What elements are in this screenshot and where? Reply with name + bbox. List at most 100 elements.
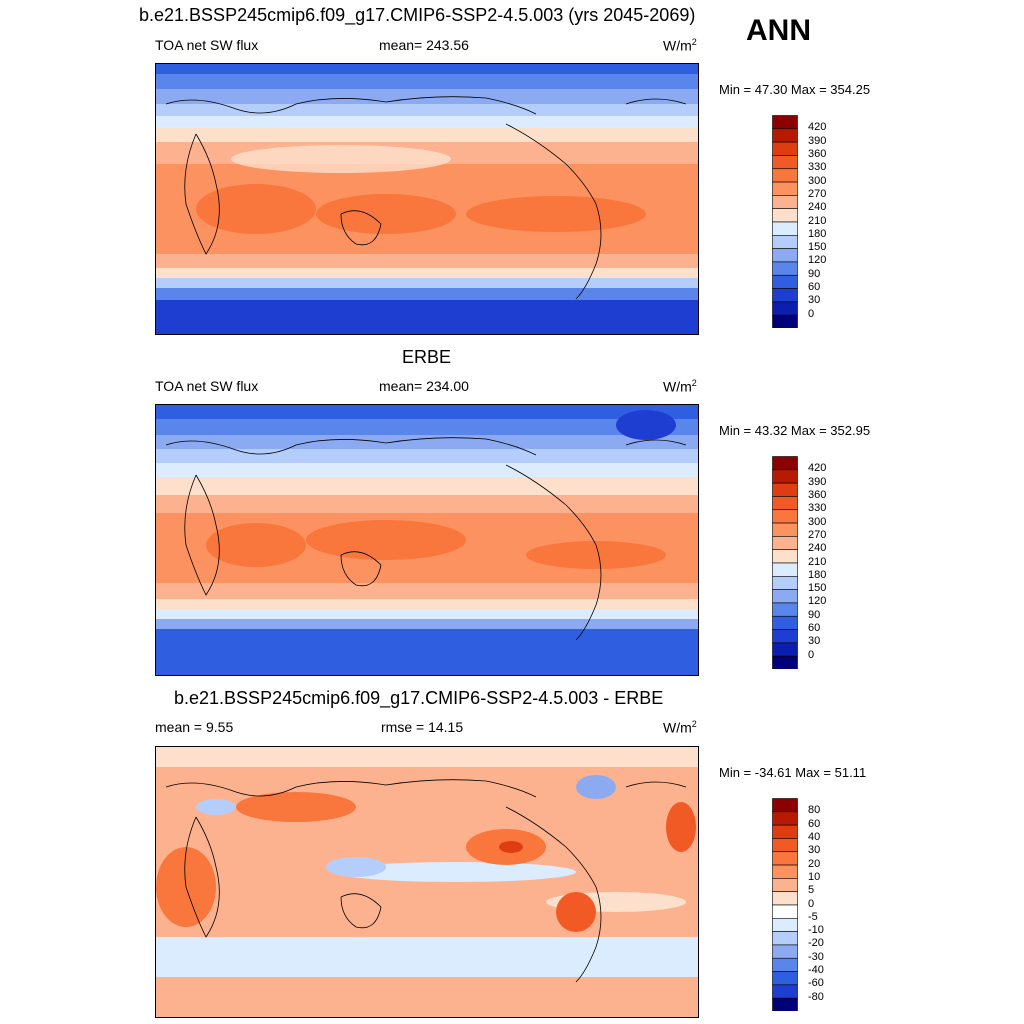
panel3-title: b.e21.BSSP245cmip6.f09_g17.CMIP6-SSP2-4.…	[174, 688, 664, 708]
colorbar-swatch	[772, 878, 798, 892]
colorbar-swatch	[772, 301, 798, 316]
colorbar-swatch	[772, 798, 798, 813]
colorbar-swatch	[772, 602, 798, 617]
colorbar-tick-label: -30	[808, 950, 824, 963]
panel2-variable: TOA net SW flux	[155, 378, 259, 394]
panel3-minmax: Min = -34.61 Max = 51.11	[719, 765, 867, 780]
colorbar-swatch	[772, 482, 798, 497]
coastlines	[165, 437, 687, 641]
colorbar-tick-label: 30	[808, 635, 821, 648]
colorbar-tick-label: 210	[808, 555, 827, 568]
panel1-title: b.e21.BSSP245cmip6.f09_g17.CMIP6-SSP2-4.…	[139, 5, 696, 25]
panel2-colorbar-swatches	[772, 456, 798, 670]
colorbar-swatch	[772, 261, 798, 276]
colorbar-swatch	[772, 576, 798, 590]
colorbar-tick-label: 10	[808, 870, 821, 883]
panel1-field	[156, 64, 698, 334]
colorbar-tick-label: 120	[808, 254, 827, 267]
panel2-units: W/m2	[663, 378, 697, 395]
panel3-colorbar	[772, 798, 798, 1016]
colorbar-swatch	[772, 195, 798, 209]
colorbar-swatch	[772, 615, 798, 630]
season-label: ANN	[746, 14, 811, 47]
panel2-field	[156, 405, 698, 675]
colorbar-swatch	[772, 864, 798, 879]
colorbar-tick-label: -40	[808, 964, 824, 977]
panel2-title: ERBE	[402, 347, 452, 367]
colorbar-swatch	[772, 931, 798, 946]
panel1-map	[155, 63, 699, 335]
colorbar-tick-label: 240	[808, 542, 827, 555]
colorbar-tick-label: 420	[808, 121, 827, 134]
colorbar-swatch	[772, 549, 798, 564]
colorbar-tick-label: 390	[808, 475, 827, 488]
colorbar-tick-label: 0	[808, 648, 815, 661]
colorbar-swatch	[772, 115, 798, 130]
colorbar-swatch	[772, 838, 798, 853]
colorbar-tick-label: 40	[808, 830, 821, 843]
colorbar-tick-label: -10	[808, 924, 824, 937]
colorbar-tick-label: 0	[808, 897, 815, 910]
colorbar-tick-label: -80	[808, 990, 824, 1003]
panel2-map	[155, 404, 699, 676]
colorbar-tick-label: 420	[808, 462, 827, 475]
colorbar-tick-label: 80	[808, 804, 821, 817]
colorbar-swatch	[772, 509, 798, 524]
colorbar-tick-label: 30	[808, 294, 821, 307]
panel2-minmax: Min = 43.32 Max = 352.95	[719, 423, 871, 438]
colorbar-swatch	[772, 918, 798, 932]
panel3-units: W/m2	[663, 719, 697, 736]
colorbar-swatch	[772, 221, 798, 236]
panel1-variable: TOA net SW flux	[155, 37, 259, 53]
colorbar-tick-label: 270	[808, 528, 827, 541]
colorbar-tick-label: 210	[808, 214, 827, 227]
colorbar-tick-label: -20	[808, 937, 824, 950]
colorbar-swatch	[772, 984, 798, 999]
panel3-map	[155, 746, 699, 1018]
colorbar-swatch	[772, 248, 798, 263]
colorbar-tick-label: 390	[808, 134, 827, 147]
colorbar-swatch	[772, 642, 798, 657]
panel1-mean: mean= 243.56	[379, 37, 469, 53]
colorbar-swatch	[772, 562, 798, 577]
panel1-colorbar	[772, 115, 798, 333]
panel1-colorbar-swatches	[772, 115, 798, 329]
coastlines	[165, 779, 687, 983]
colorbar-tick-label: 60	[808, 622, 821, 635]
panel3-colorbar-labels: 80 60 40 30 20 10 5 0 -5 -10 -20 -30 -40 -60 -80	[805, 798, 865, 1011]
panel2-colorbar-labels: 420 390 360 330 300 270 240 210 180 150 120 90 60 30 0	[805, 456, 865, 669]
colorbar-swatch	[772, 128, 798, 143]
colorbar-tick-label: 150	[808, 582, 827, 595]
colorbar-swatch	[772, 629, 798, 644]
colorbar-tick-label: 330	[808, 161, 827, 174]
panel3-rmse: rmse = 14.15	[381, 719, 464, 735]
colorbar-swatch	[772, 997, 798, 1012]
colorbar-swatch	[772, 957, 798, 972]
panel3-field	[156, 747, 698, 1017]
colorbar-swatch	[772, 469, 798, 484]
colorbar-tick-label: 330	[808, 502, 827, 515]
colorbar-swatch	[772, 536, 798, 550]
colorbar-swatch	[772, 208, 798, 223]
colorbar-swatch	[772, 155, 798, 170]
colorbar-tick-label: 30	[808, 844, 821, 857]
colorbar-swatch	[772, 891, 798, 906]
colorbar-swatch	[772, 168, 798, 183]
colorbar-swatch	[772, 288, 798, 303]
colorbar-tick-label: 20	[808, 857, 821, 870]
colorbar-tick-label: 180	[808, 227, 827, 240]
colorbar-swatch	[772, 314, 798, 329]
panel3-colorbar-swatches	[772, 798, 798, 1012]
panel1-colorbar-labels: 420 390 360 330 300 270 240 210 180 150 120 90 60 30 0	[805, 115, 865, 328]
panel3-mean: mean = 9.55	[155, 719, 234, 735]
colorbar-swatch	[772, 181, 798, 196]
colorbar-tick-label: 360	[808, 488, 827, 501]
colorbar-tick-label: 90	[808, 267, 821, 280]
colorbar-tick-label: 360	[808, 147, 827, 160]
colorbar-swatch	[772, 824, 798, 839]
colorbar-tick-label: 90	[808, 608, 821, 621]
panel2-mean: mean= 234.00	[379, 378, 469, 394]
colorbar-tick-label: -5	[808, 910, 818, 923]
colorbar-tick-label: 120	[808, 595, 827, 608]
colorbar-tick-label: 150	[808, 241, 827, 254]
